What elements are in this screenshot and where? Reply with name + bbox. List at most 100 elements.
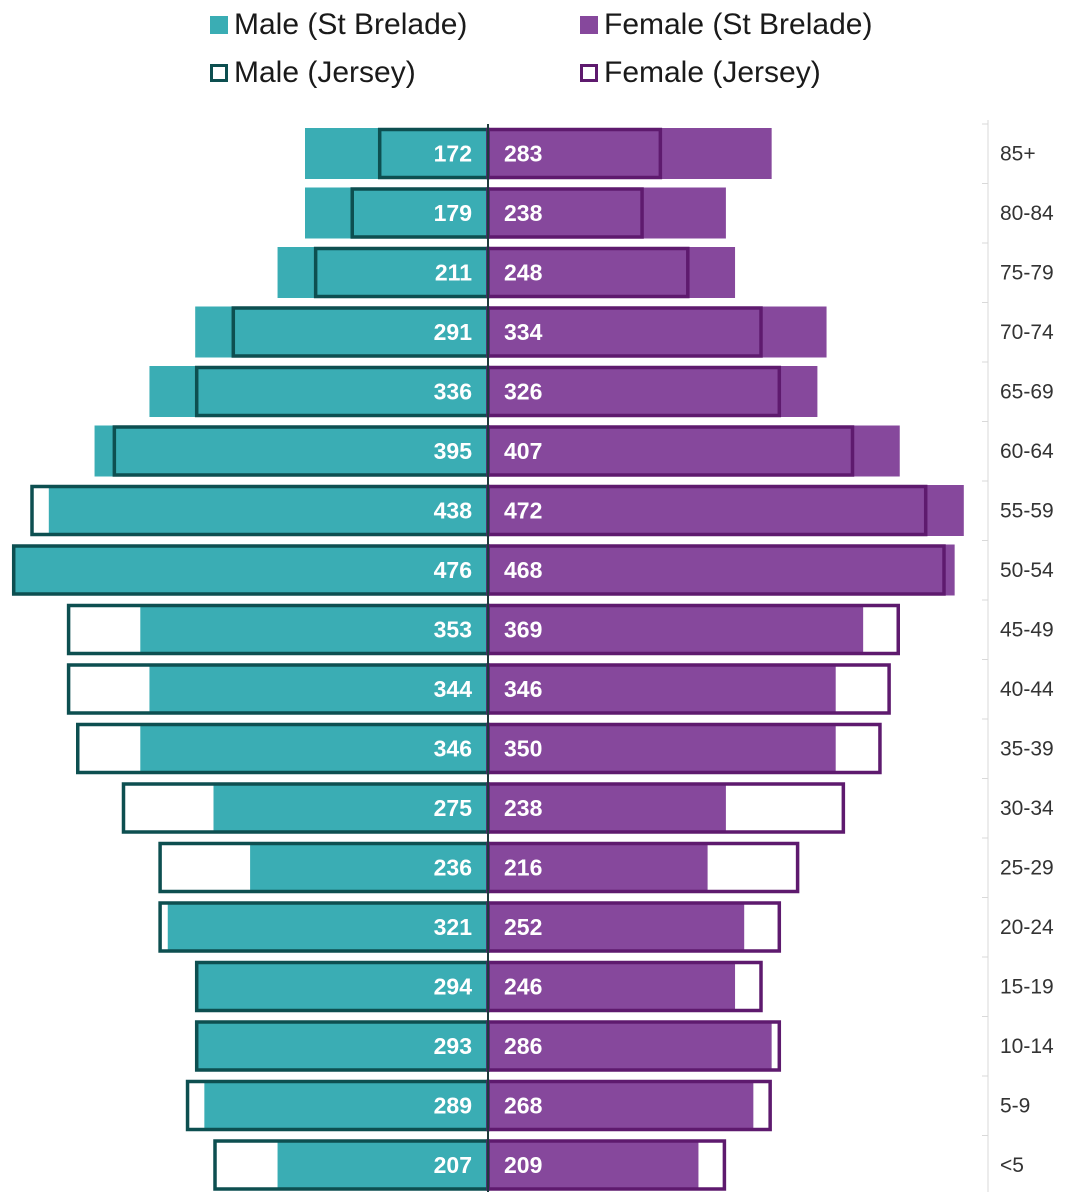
bar-female-st-brelade: [488, 1080, 754, 1131]
bar-female-st-brelade: [488, 247, 736, 298]
category-tick-label: 40-44: [1000, 678, 1054, 701]
value-label-female: 369: [504, 617, 542, 643]
bar-male-st-brelade: [167, 901, 488, 953]
bar-female-st-brelade: [488, 366, 818, 417]
category-tick-label: <5: [1000, 1154, 1024, 1177]
legend-swatch: [580, 16, 598, 34]
bar-female-st-brelade: [488, 128, 772, 179]
bar-male-st-brelade: [195, 961, 488, 1012]
bar-male-st-brelade: [277, 1139, 488, 1191]
category-tick-label: 60-64: [1000, 440, 1054, 463]
value-label-male: 321: [434, 914, 473, 940]
value-label-male: 294: [434, 974, 473, 1000]
legend-label: Male (Jersey): [234, 56, 416, 89]
value-label-male: 344: [434, 676, 473, 702]
bar-male-st-brelade: [195, 1020, 488, 1072]
value-label-female: 472: [504, 498, 542, 524]
legend-item-female-st-brelade: Female (St Brelade): [580, 8, 872, 42]
bar-female-st-brelade: [488, 604, 864, 655]
legend-swatch: [580, 64, 598, 82]
bar-male-st-brelade: [213, 782, 488, 834]
value-label-male: 353: [434, 617, 472, 643]
category-tick-label: 30-34: [1000, 797, 1054, 820]
value-label-female: 252: [504, 914, 542, 940]
value-label-male: 236: [434, 855, 472, 881]
bar-male-st-brelade: [305, 128, 488, 179]
legend-label: Female (Jersey): [604, 56, 821, 89]
bar-female-st-brelade: [488, 544, 955, 596]
value-label-female: 326: [504, 379, 542, 405]
value-label-female: 346: [504, 676, 542, 702]
legend-label: Female (St Brelade): [604, 8, 873, 41]
value-label-male: 336: [434, 379, 472, 405]
value-label-male: 275: [434, 795, 473, 821]
value-label-male: 179: [434, 200, 472, 226]
value-label-female: 209: [504, 1152, 542, 1178]
value-label-female: 238: [504, 795, 543, 821]
category-tick-label: 5-9: [1000, 1095, 1030, 1118]
value-label-female: 238: [504, 200, 543, 226]
value-label-male: 207: [434, 1152, 472, 1178]
legend-item-female-jersey: Female (Jersey): [580, 56, 821, 90]
value-label-female: 248: [504, 260, 543, 286]
bar-male-st-brelade: [250, 842, 488, 893]
bar-female-st-brelade: [488, 1020, 772, 1072]
legend-swatch: [210, 64, 228, 82]
value-label-male: 346: [434, 736, 472, 762]
bar-male-st-brelade: [140, 723, 489, 774]
value-label-male: 289: [434, 1093, 472, 1119]
value-label-male: 291: [434, 319, 473, 345]
category-tick-label: 75-79: [1000, 262, 1054, 285]
category-tick-label: 25-29: [1000, 857, 1054, 880]
bar-female-st-brelade: [488, 663, 836, 715]
bar-male-st-brelade: [305, 187, 488, 239]
bar-female-st-brelade: [488, 782, 726, 834]
category-tick-label: 15-19: [1000, 976, 1054, 999]
bar-female-st-brelade: [488, 1139, 699, 1191]
value-label-female: 350: [504, 736, 542, 762]
bar-female-st-brelade: [488, 961, 736, 1012]
bar-male-st-brelade: [149, 366, 488, 417]
category-tick-label: 35-39: [1000, 738, 1054, 761]
legend-item-male-st-brelade: Male (St Brelade): [210, 8, 467, 42]
value-label-female: 216: [504, 855, 542, 881]
value-label-male: 293: [434, 1033, 472, 1059]
bar-male-st-brelade: [149, 663, 488, 715]
value-label-male: 211: [435, 260, 472, 286]
bar-female-st-brelade: [488, 425, 900, 477]
bar-female-st-brelade: [488, 901, 745, 953]
chart-legend: Male (St Brelade) Female (St Brelade) Male…: [0, 0, 1065, 110]
bar-male-st-brelade: [204, 1080, 488, 1131]
value-label-female: 407: [504, 438, 542, 464]
value-label-female: 246: [504, 974, 542, 1000]
category-tick-label: 55-59: [1000, 500, 1054, 523]
category-tick-label: 70-74: [1000, 321, 1054, 344]
value-label-female: 334: [504, 319, 543, 345]
bar-male-st-brelade: [195, 306, 488, 358]
category-tick-label: 80-84: [1000, 202, 1054, 225]
value-label-male: 438: [434, 498, 473, 524]
value-label-male: 172: [434, 141, 472, 167]
legend-item-male-jersey: Male (Jersey): [210, 56, 416, 90]
bar-male-st-brelade: [94, 425, 489, 477]
category-tick-label: 85+: [1000, 143, 1036, 166]
value-label-female: 286: [504, 1033, 542, 1059]
category-tick-label: 10-14: [1000, 1035, 1054, 1058]
legend-label: Male (St Brelade): [234, 8, 468, 41]
bar-male-st-brelade: [140, 604, 489, 655]
value-label-female: 468: [504, 557, 543, 583]
category-tick-label: 65-69: [1000, 381, 1054, 404]
value-label-female: 268: [504, 1093, 543, 1119]
category-tick-label: 20-24: [1000, 916, 1054, 939]
bar-male-st-brelade: [48, 485, 489, 536]
bar-female-st-brelade: [488, 842, 708, 893]
value-label-male: 476: [434, 557, 472, 583]
legend-swatch: [210, 16, 228, 34]
category-tick-label: 50-54: [1000, 559, 1054, 582]
bar-female-st-brelade: [488, 187, 726, 239]
bar-male-st-brelade: [277, 247, 488, 298]
value-label-male: 395: [434, 438, 473, 464]
value-label-female: 283: [504, 141, 542, 167]
bar-female-st-brelade: [488, 723, 836, 774]
